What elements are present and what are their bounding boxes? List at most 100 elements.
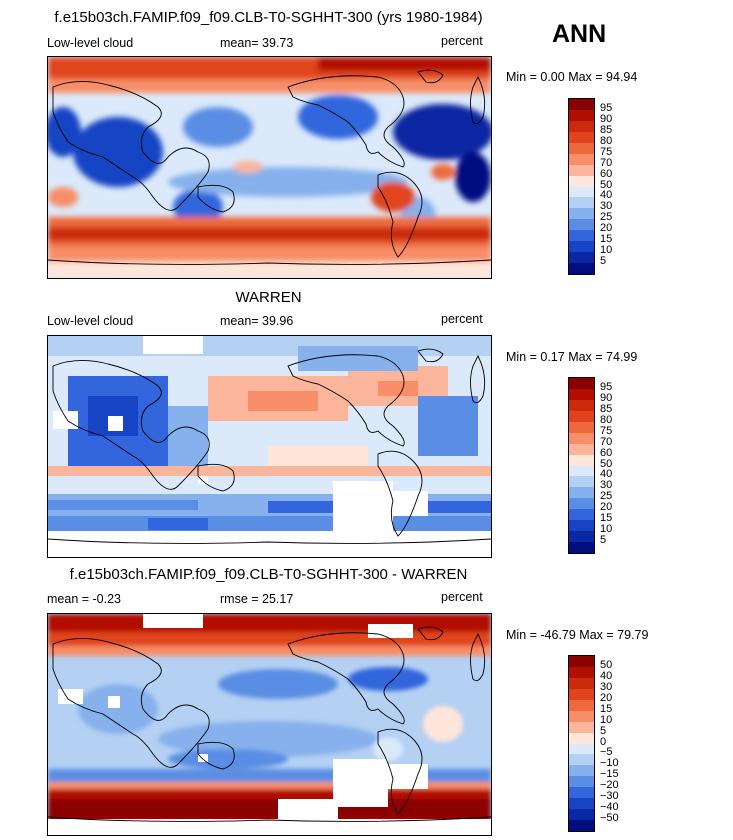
colorbar-tick-label: 20: [600, 501, 613, 514]
colorbar-tick-label: 10: [600, 713, 613, 726]
colorbar-tick-label: 85: [600, 402, 613, 415]
colorbar-tick-label: 70: [600, 156, 613, 169]
colorbar-swatch: [569, 378, 594, 389]
colorbar-swatch: [569, 809, 594, 821]
colorbar-tick-label: 90: [600, 112, 613, 125]
colorbar-swatch: [569, 476, 594, 488]
colorbar-tick-label: 5: [600, 255, 607, 268]
colorbar-swatch: [569, 175, 594, 187]
colorbar-tick-label: 5: [600, 534, 607, 547]
colorbar-tick-label: 60: [600, 446, 613, 459]
panel-1-map: [47, 56, 492, 279]
colorbar-swatch: [569, 99, 594, 110]
colorbar-tick-label: −5: [600, 746, 613, 759]
colorbar-swatch: [569, 142, 594, 154]
panel-1-minmax: Min = 0.00 Max = 94.94: [506, 70, 638, 84]
colorbar-swatch: [569, 732, 594, 744]
colorbar-swatch: [569, 208, 594, 220]
colorbar-swatch: [569, 263, 594, 274]
colorbar-tick-label: 10: [600, 523, 613, 536]
colorbar-tick-label: 25: [600, 211, 613, 224]
colorbar-swatch: [569, 219, 594, 231]
colorbar-swatch: [569, 754, 594, 766]
colorbar-swatch: [569, 443, 594, 455]
colorbar-swatch: [569, 498, 594, 510]
colorbar-swatch: [569, 699, 594, 711]
colorbar-tick-label: −20: [600, 779, 619, 792]
colorbar-tick-label: 80: [600, 413, 613, 426]
panel-2-minmax: Min = 0.17 Max = 74.99: [506, 350, 638, 364]
panel-3-map: [47, 613, 492, 836]
colorbar-swatch: [569, 721, 594, 733]
colorbar-swatch: [569, 509, 594, 521]
panel-2-map: [47, 335, 492, 558]
colorbar-swatch: [569, 399, 594, 411]
colorbar-swatch: [569, 109, 594, 121]
panel-2-units-label: percent: [441, 312, 483, 326]
panel-1-map-field: [48, 57, 491, 278]
colorbar-tick-label: −30: [600, 790, 619, 803]
colorbar-swatch: [569, 186, 594, 198]
colorbar-tick-label: 50: [600, 178, 613, 191]
panel-2-title: WARREN: [235, 289, 302, 306]
colorbar-swatch: [569, 120, 594, 132]
panel-2-map-field: [48, 336, 491, 557]
colorbar-tick-label: 20: [600, 222, 613, 235]
colorbar-tick-label: 10: [600, 244, 613, 257]
colorbar-swatch: [569, 787, 594, 799]
colorbar-tick-label: −10: [600, 757, 619, 770]
panel-1-units-label: percent: [441, 34, 483, 48]
colorbar-swatch: [569, 465, 594, 477]
colorbar-swatch: [569, 153, 594, 165]
colorbar-tick-label: 25: [600, 490, 613, 503]
panel-2-colorbar: [568, 377, 595, 554]
colorbar-tick-label: 85: [600, 123, 613, 136]
panel-3-colorbar: [568, 655, 595, 832]
colorbar-tick-label: 15: [600, 233, 613, 246]
colorbar-swatch: [569, 820, 594, 831]
colorbar-tick-label: 15: [600, 702, 613, 715]
panel-1-mean-label: mean= 39.73: [220, 36, 294, 50]
colorbar-swatch: [569, 520, 594, 532]
colorbar-swatch: [569, 710, 594, 722]
colorbar-tick-label: 20: [600, 691, 613, 704]
panel-1-variable-label: Low-level cloud: [47, 36, 134, 50]
season-label: ANN: [552, 20, 607, 48]
panel-3-minmax: Min = -46.79 Max = 79.79: [506, 628, 649, 642]
colorbar-swatch: [569, 164, 594, 176]
colorbar-tick-label: 30: [600, 680, 613, 693]
colorbar-tick-label: 70: [600, 435, 613, 448]
colorbar-tick-label: 30: [600, 479, 613, 492]
colorbar-tick-label: −40: [600, 801, 619, 814]
colorbar-swatch: [569, 798, 594, 810]
colorbar-swatch: [569, 252, 594, 264]
colorbar-tick-label: 95: [600, 101, 613, 114]
colorbar-swatch: [569, 432, 594, 444]
colorbar-tick-label: 75: [600, 145, 613, 158]
panel-1-title: f.e15b03ch.FAMIP.f09_f09.CLB-T0-SGHHT-30…: [54, 9, 483, 26]
colorbar-tick-label: 50: [600, 658, 613, 671]
panel-3-units-label: percent: [441, 590, 483, 604]
panel-3-rmse-label: rmse = 25.17: [220, 592, 294, 606]
colorbar-tick-label: 40: [600, 189, 613, 202]
colorbar-swatch: [569, 230, 594, 242]
colorbar-swatch: [569, 421, 594, 433]
colorbar-swatch: [569, 131, 594, 143]
panel-2-mean-label: mean= 39.96: [220, 314, 294, 328]
colorbar-swatch: [569, 197, 594, 209]
colorbar-swatch: [569, 542, 594, 553]
colorbar-swatch: [569, 677, 594, 689]
colorbar-swatch: [569, 410, 594, 422]
colorbar-tick-label: −15: [600, 768, 619, 781]
colorbar-tick-label: 80: [600, 134, 613, 147]
colorbar-tick-label: −50: [600, 812, 619, 825]
panel-3-title: f.e15b03ch.FAMIP.f09_f09.CLB-T0-SGHHT-30…: [69, 566, 468, 583]
colorbar-tick-label: 50: [600, 457, 613, 470]
colorbar-swatch: [569, 388, 594, 400]
colorbar-tick-label: 60: [600, 167, 613, 180]
colorbar-tick-label: 40: [600, 468, 613, 481]
colorbar-swatch: [569, 241, 594, 253]
colorbar-tick-label: 15: [600, 512, 613, 525]
colorbar-tick-label: 95: [600, 380, 613, 393]
panel-3-mean-label: mean = -0.23: [47, 592, 122, 606]
